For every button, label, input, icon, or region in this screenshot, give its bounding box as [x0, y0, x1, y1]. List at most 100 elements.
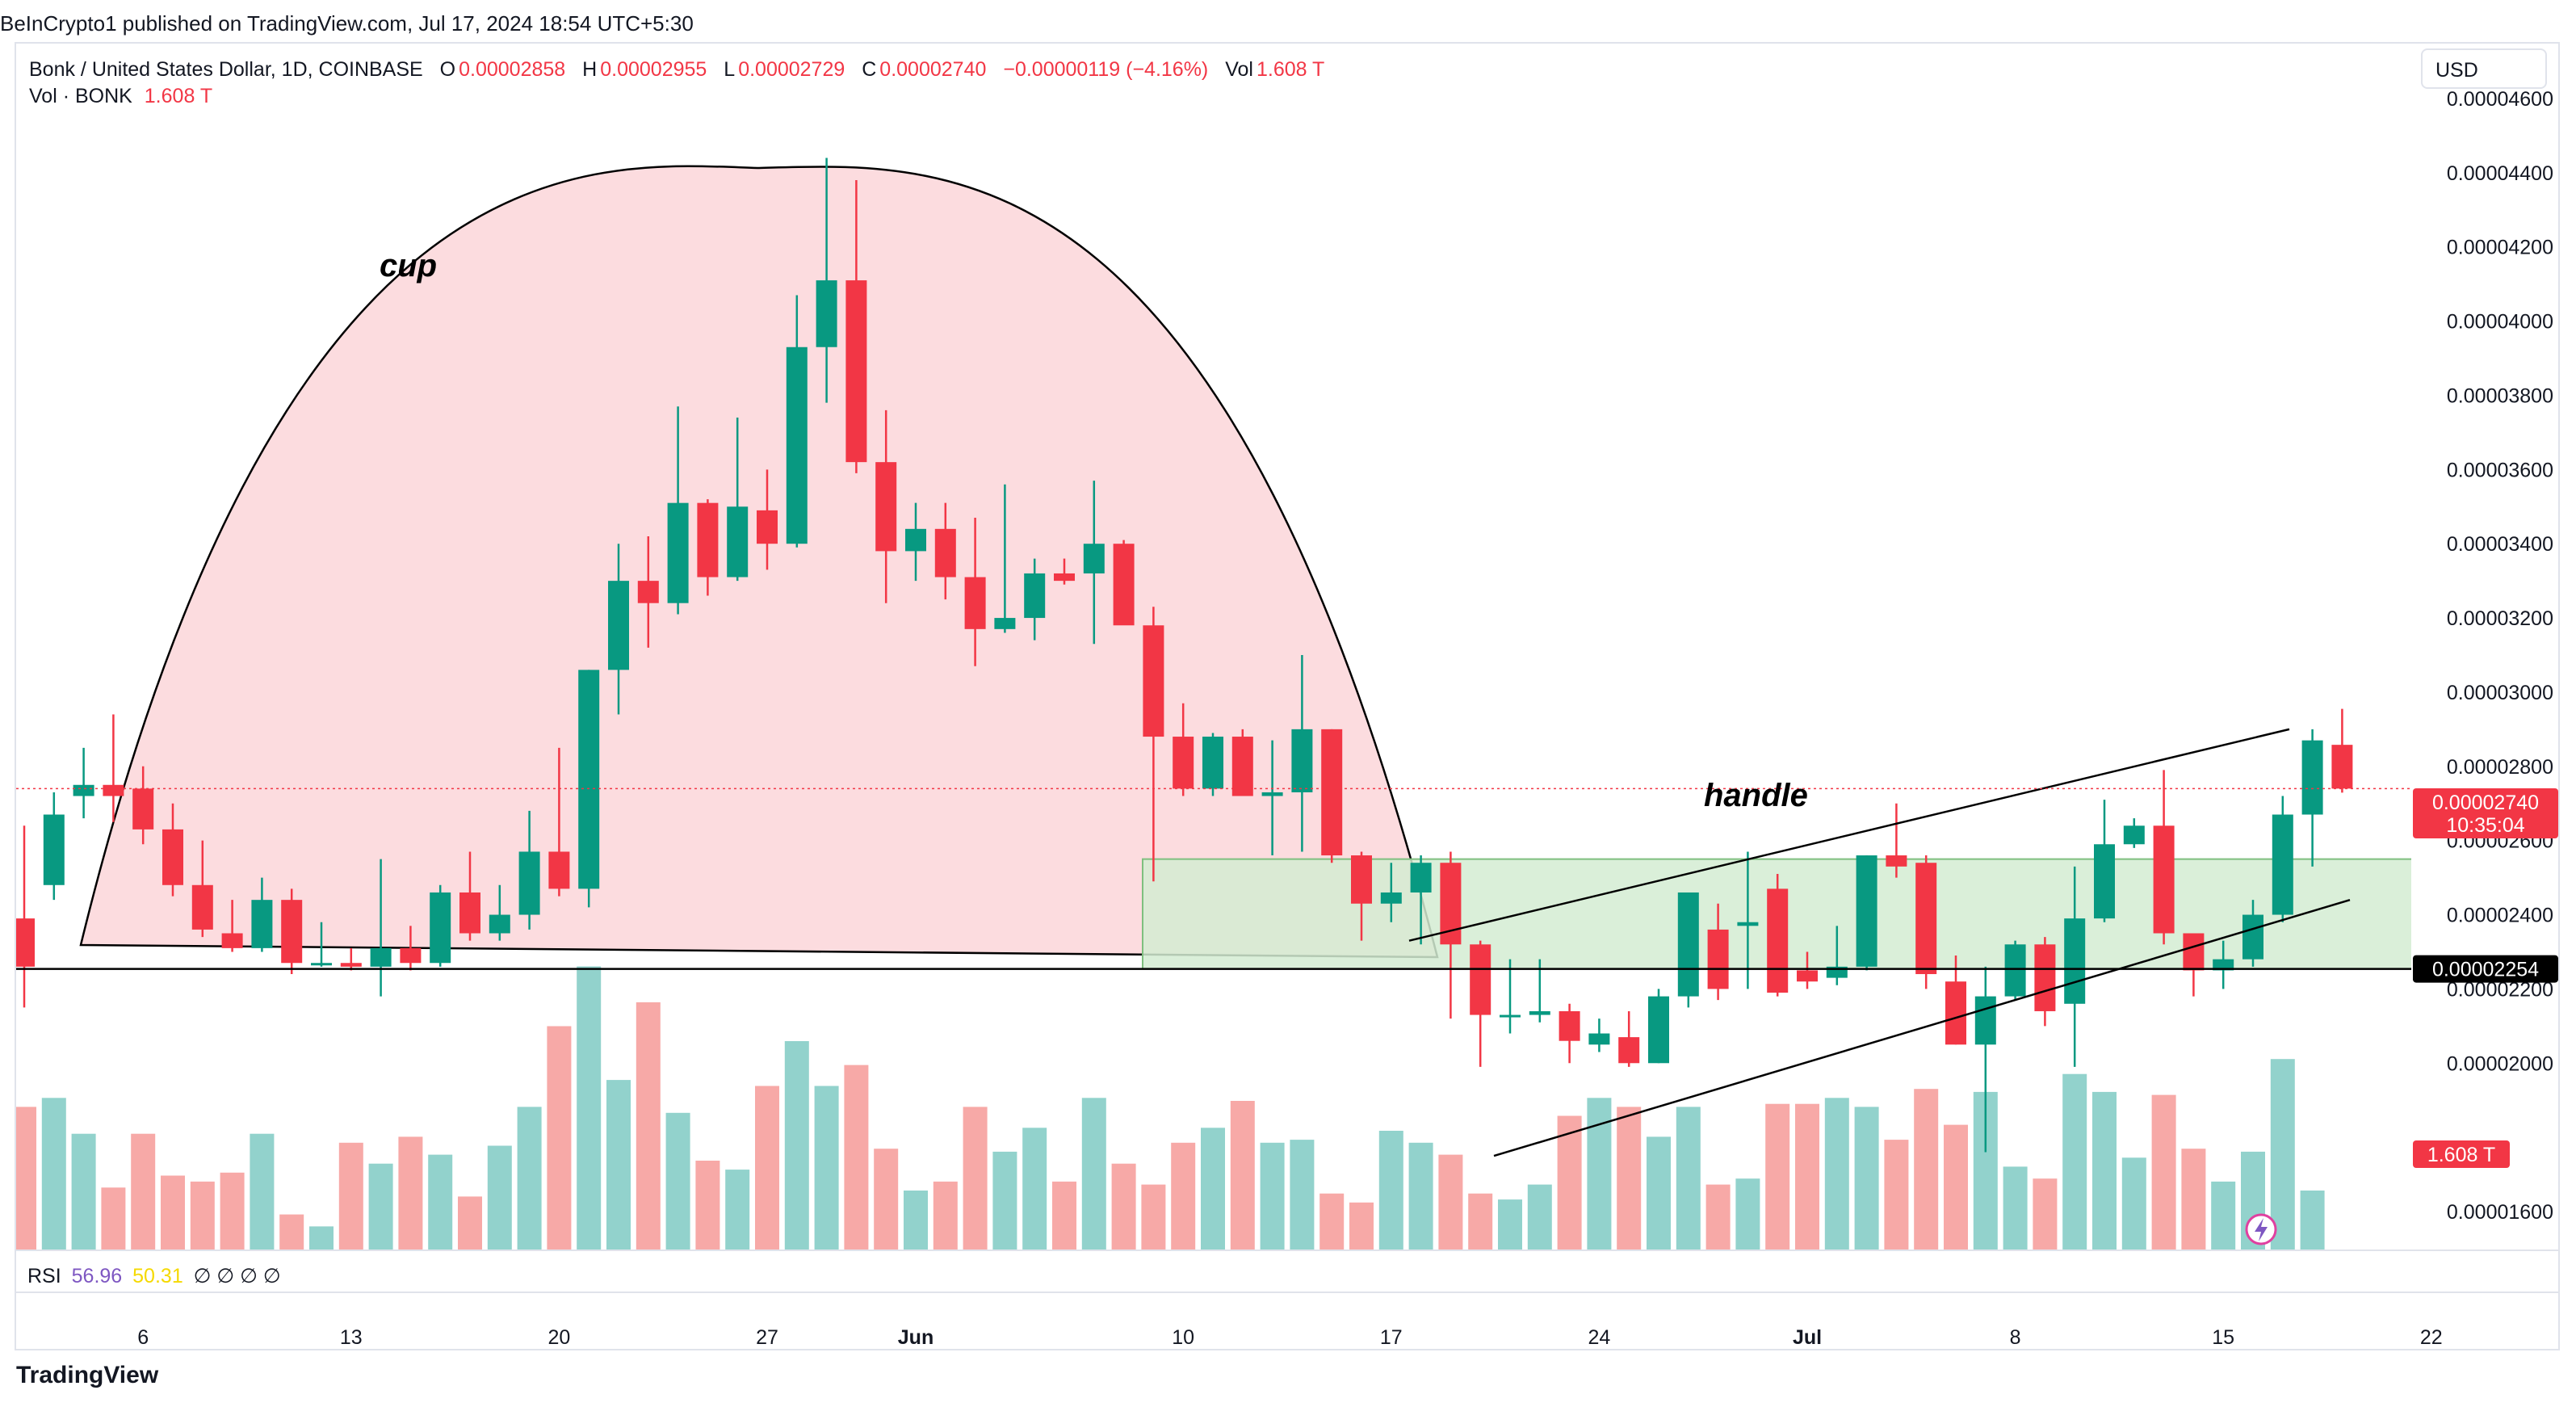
- candle-body: [578, 670, 600, 889]
- x-tick-label: 6: [137, 1326, 149, 1349]
- candle-body: [1945, 981, 1966, 1045]
- cup-annotation: cup: [380, 248, 437, 284]
- x-tick-label: Jul: [1793, 1326, 1822, 1349]
- volume-tag-value: 1.608 T: [2427, 1144, 2495, 1166]
- candle-body: [2331, 745, 2353, 789]
- candle-body: [340, 963, 362, 967]
- volume-bar: [1468, 1193, 1493, 1250]
- candle-body: [1054, 573, 1075, 582]
- candles: [16, 158, 2353, 1153]
- volume-bar: [814, 1086, 839, 1250]
- candle-body: [1261, 792, 1283, 796]
- x-tick-label: 10: [1172, 1326, 1194, 1349]
- y-tick-label: 0.00002800: [2447, 756, 2553, 779]
- volume-bar: [1378, 1131, 1403, 1250]
- y-tick-label: 0.00004200: [2447, 237, 2553, 259]
- y-tick-label: 0.00001600: [2447, 1201, 2553, 1224]
- candle-body: [1588, 1033, 1610, 1045]
- last-price-value: 0.00002740: [2432, 792, 2539, 814]
- high-label: H: [582, 58, 598, 81]
- x-tick-label: 22: [2420, 1326, 2443, 1349]
- candle-body: [459, 892, 480, 934]
- volume-series-label[interactable]: Vol · BONK: [29, 85, 132, 107]
- x-tick-label: 24: [1588, 1326, 1610, 1349]
- volume-bar: [2092, 1091, 2117, 1250]
- candle-body: [2034, 944, 2056, 1011]
- volume-value: 1.608 T: [1256, 58, 1325, 81]
- volume-bar: [992, 1151, 1017, 1250]
- candle-body: [430, 892, 451, 964]
- volume-bar: [963, 1107, 988, 1250]
- rsi-legend: RSI 56.96 50.31 ∅ ∅ ∅ ∅: [27, 1264, 281, 1288]
- volume-bar: [784, 1041, 809, 1250]
- volume-bar: [428, 1154, 453, 1250]
- volume-bar: [368, 1163, 393, 1250]
- candle-body: [1856, 855, 1877, 967]
- candle-body: [875, 462, 897, 552]
- chart-frame: [15, 42, 2560, 1350]
- x-tick-label: 27: [756, 1326, 778, 1349]
- candle-body: [2301, 740, 2323, 815]
- currency-button[interactable]: USD: [2421, 48, 2547, 89]
- y-tick-label: 0.00003400: [2447, 533, 2553, 556]
- candle-body: [1143, 625, 1164, 737]
- y-tick-label: 0.00003800: [2447, 384, 2553, 407]
- candle-body: [132, 788, 154, 830]
- volume-bar: [309, 1226, 334, 1250]
- candle-body: [608, 581, 629, 670]
- volume-bar: [220, 1172, 245, 1250]
- x-tick-label: 8: [2010, 1326, 2021, 1349]
- low-value: 0.00002729: [738, 58, 845, 81]
- volume-series-value: 1.608 T: [144, 85, 213, 107]
- candle-body: [1083, 544, 1105, 573]
- candle-body: [1380, 892, 1402, 904]
- rsi-ma-value: 50.31: [132, 1265, 183, 1287]
- cup-pattern-shape: [79, 165, 1439, 959]
- candle-body: [1173, 737, 1194, 789]
- candle-body: [1677, 892, 1699, 997]
- volume-bar: [1260, 1142, 1285, 1250]
- volume-legend: Vol · BONK 1.608 T: [29, 85, 212, 108]
- rsi-label[interactable]: RSI: [27, 1265, 61, 1287]
- volume-bar: [577, 966, 602, 1250]
- volume-bar: [1884, 1140, 1909, 1250]
- candle-body: [2064, 918, 2086, 1004]
- candle-body: [1470, 944, 1491, 1015]
- publisher-line: BeInCrypto1 published on TradingView.com…: [0, 11, 694, 36]
- lightning-icon[interactable]: [2245, 1213, 2277, 1245]
- candle-body: [1529, 1010, 1550, 1015]
- volume-bar: [695, 1161, 720, 1250]
- volume-bar: [1557, 1115, 1582, 1250]
- candle-body: [2242, 914, 2263, 960]
- open-value: 0.00002858: [459, 58, 566, 81]
- candle-body: [311, 963, 332, 966]
- candle-body: [2183, 933, 2205, 971]
- symbol-name[interactable]: Bonk / United States Dollar, 1D, COINBAS…: [29, 58, 423, 81]
- candle-body: [489, 914, 510, 934]
- volume-bar: [2211, 1181, 2236, 1250]
- volume-bar: [338, 1142, 363, 1250]
- volume-bar: [636, 1002, 661, 1250]
- volume-bar: [1201, 1128, 1225, 1250]
- volume-bar: [665, 1112, 690, 1250]
- candle-body: [1767, 888, 1789, 993]
- candle-body: [2272, 814, 2293, 915]
- volume-bar: [844, 1065, 869, 1250]
- volume-tag: [2413, 1140, 2510, 1168]
- candle-body: [1024, 573, 1046, 619]
- tradingview-logo[interactable]: TradingView: [16, 1362, 158, 1389]
- y-tick-label: 0.00002400: [2447, 905, 2553, 927]
- volume-bar: [1349, 1202, 1374, 1250]
- candle-body: [697, 502, 719, 578]
- candle-body: [1648, 996, 1669, 1064]
- candle-body: [786, 346, 808, 544]
- candle-body: [281, 900, 303, 964]
- time-axis[interactable]: 6 13 20 27 Jun 10 17 24 Jul 8 15 22: [137, 1326, 2442, 1349]
- candle-body: [934, 528, 956, 578]
- candle-body: [994, 618, 1016, 629]
- y-tick-label: 0.00004000: [2447, 311, 2553, 334]
- volume-bar: [1498, 1199, 1522, 1250]
- candle-body: [2123, 825, 2145, 845]
- price-axis[interactable]: 0.000016000.000020000.000022000.00002400…: [2447, 88, 2553, 1224]
